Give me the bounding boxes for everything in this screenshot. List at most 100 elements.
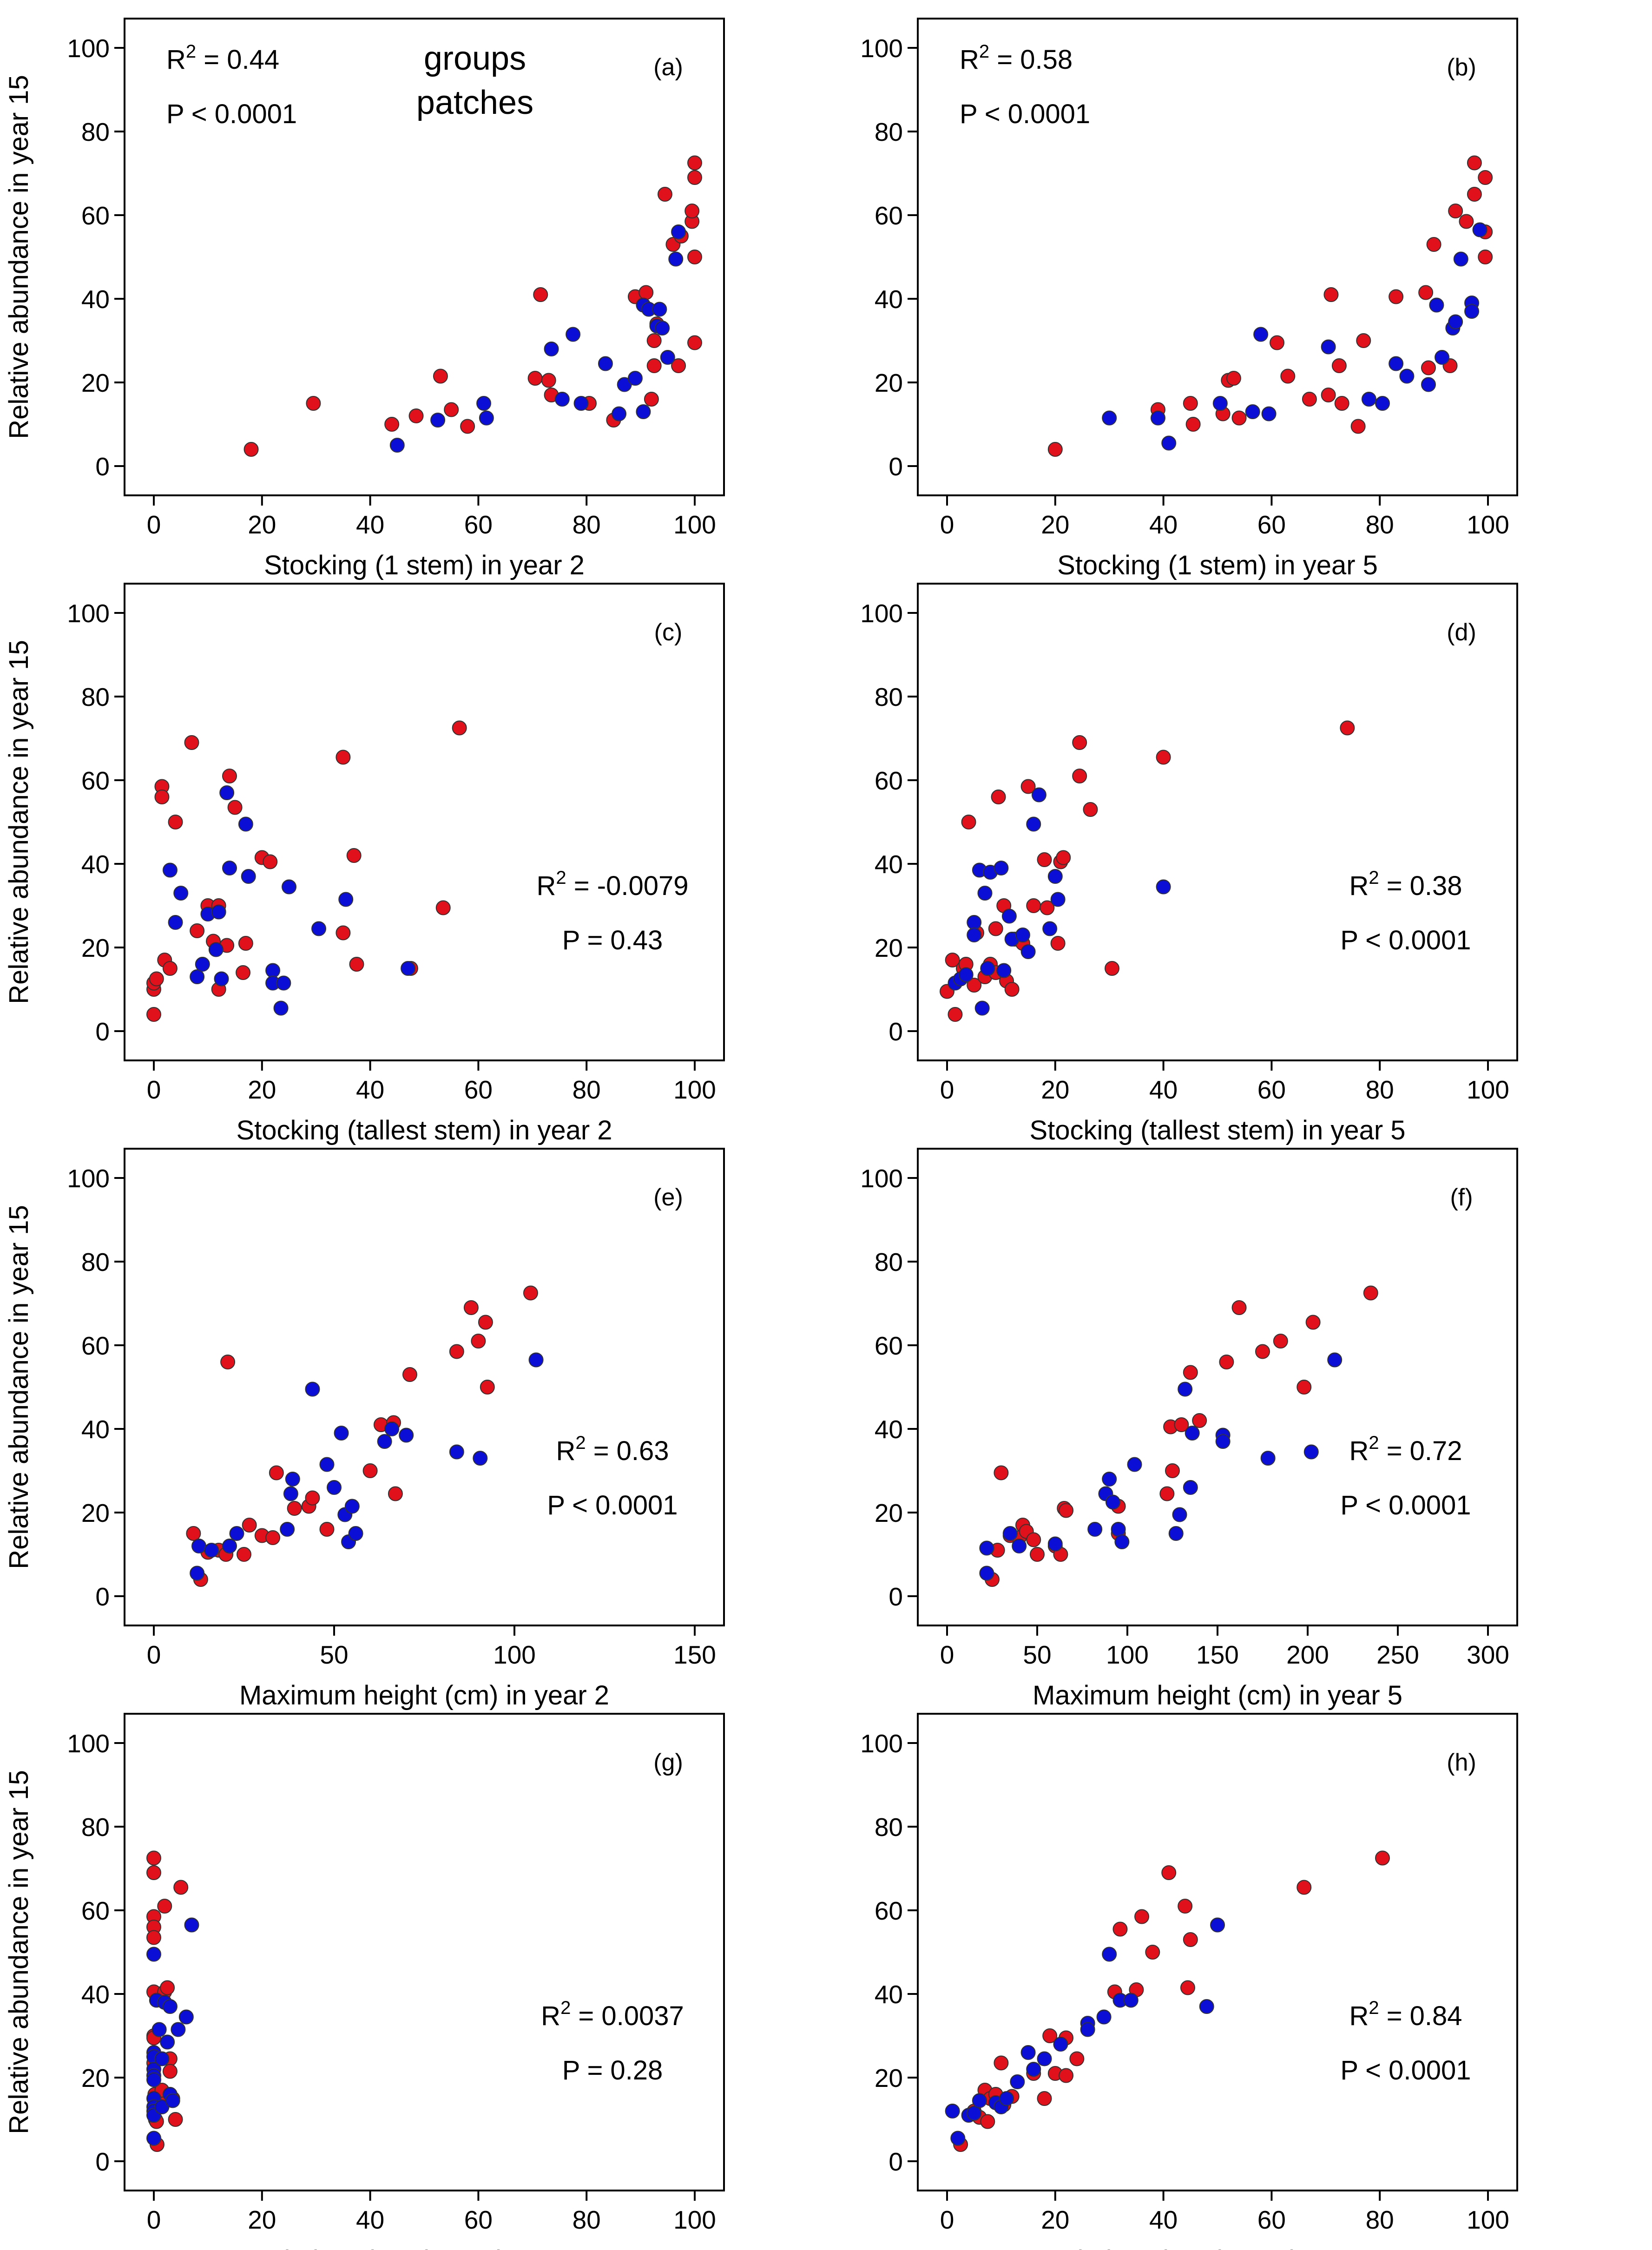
data-point-groups bbox=[1231, 410, 1247, 426]
data-point-groups bbox=[173, 1880, 189, 1895]
data-point-groups bbox=[1072, 769, 1087, 783]
x-tick-label: 40 bbox=[1149, 2205, 1178, 2234]
r-squared-label: R2 = 0.44 bbox=[166, 41, 279, 75]
data-point-groups bbox=[263, 854, 278, 869]
p-value-label: P < 0.0001 bbox=[547, 1490, 678, 1520]
data-point-groups bbox=[1040, 900, 1055, 915]
data-point-groups bbox=[1231, 1300, 1247, 1315]
x-tick-label: 100 bbox=[1106, 1640, 1149, 1669]
data-point-groups bbox=[1448, 204, 1463, 218]
data-point-groups bbox=[146, 1865, 161, 1880]
data-point-patches bbox=[1199, 1999, 1214, 2014]
data-point-groups bbox=[237, 1547, 251, 1562]
data-point-patches bbox=[1178, 1382, 1193, 1397]
legend-groups: groups bbox=[424, 40, 526, 77]
data-point-patches bbox=[238, 816, 253, 832]
data-point-patches bbox=[977, 886, 993, 901]
data-point-patches bbox=[146, 2072, 161, 2087]
data-point-groups bbox=[646, 358, 662, 373]
data-point-patches bbox=[1127, 1457, 1142, 1472]
data-point-patches bbox=[241, 869, 256, 884]
legend-patches: patches bbox=[416, 84, 533, 121]
data-point-groups bbox=[1112, 1921, 1128, 1937]
y-tick-label: 60 bbox=[875, 1896, 903, 1925]
x-axis-label: Relative abundance in year 5 bbox=[1043, 2245, 1392, 2250]
data-point-patches bbox=[1001, 908, 1017, 924]
x-tick-label: 50 bbox=[1023, 1640, 1051, 1669]
x-axis-label: Maximum height (cm) in year 5 bbox=[1033, 1680, 1402, 1711]
x-axis-label: Stocking (tallest stem) in year 2 bbox=[236, 1115, 612, 1145]
data-point-patches bbox=[1472, 222, 1487, 237]
x-tick-label: 20 bbox=[1041, 2205, 1069, 2234]
data-point-groups bbox=[168, 2112, 183, 2127]
data-point-groups bbox=[244, 442, 259, 457]
y-tick-label: 60 bbox=[81, 766, 110, 795]
data-point-groups bbox=[671, 358, 686, 373]
data-point-patches bbox=[327, 1480, 342, 1495]
data-point-patches bbox=[211, 904, 226, 920]
data-point-patches bbox=[566, 327, 581, 342]
data-point-groups bbox=[1174, 1417, 1189, 1432]
p-value-label: P < 0.0001 bbox=[1340, 2055, 1471, 2086]
data-point-groups bbox=[1069, 2051, 1085, 2066]
y-tick-label: 60 bbox=[875, 201, 903, 230]
data-point-patches bbox=[554, 392, 570, 407]
data-point-patches bbox=[1102, 1472, 1117, 1487]
data-point-patches bbox=[1111, 1522, 1126, 1537]
x-tick-label: 100 bbox=[1467, 2205, 1509, 2234]
data-point-groups bbox=[287, 1501, 302, 1516]
data-point-patches bbox=[348, 1526, 363, 1541]
data-point-patches bbox=[1172, 1507, 1187, 1522]
y-tick-label: 20 bbox=[81, 2064, 110, 2092]
data-point-groups bbox=[146, 1007, 161, 1022]
data-point-patches bbox=[319, 1457, 335, 1472]
data-point-patches bbox=[1156, 879, 1171, 895]
data-point-groups bbox=[452, 720, 467, 736]
data-point-groups bbox=[1159, 1486, 1175, 1501]
data-point-groups bbox=[638, 285, 654, 300]
y-tick-label: 20 bbox=[81, 368, 110, 397]
data-point-patches bbox=[476, 396, 492, 411]
data-point-groups bbox=[1255, 1344, 1270, 1359]
data-point-groups bbox=[687, 170, 702, 185]
data-point-patches bbox=[1102, 410, 1117, 426]
data-point-patches bbox=[229, 1526, 244, 1541]
x-tick-label: 20 bbox=[248, 1075, 276, 1104]
data-point-patches bbox=[636, 404, 651, 419]
data-point-groups bbox=[988, 921, 1003, 936]
data-point-patches bbox=[1096, 2009, 1112, 2025]
panel-label: (f) bbox=[1450, 1184, 1473, 1211]
p-value-label: P < 0.0001 bbox=[166, 99, 297, 129]
y-tick-label: 40 bbox=[875, 850, 903, 879]
data-point-groups bbox=[388, 1486, 403, 1501]
data-point-groups bbox=[1037, 2091, 1052, 2106]
x-axis-label: Maximum height (cm) in year 2 bbox=[239, 1680, 609, 1711]
data-point-groups bbox=[1363, 1285, 1378, 1301]
data-point-patches bbox=[1260, 1451, 1276, 1466]
x-tick-label: 100 bbox=[1467, 1075, 1509, 1104]
data-point-patches bbox=[214, 971, 229, 987]
chart-panel-h: 0 20 40 60 80 100 0 20 40 60 80 100 Relative abundan… bbox=[860, 1713, 1518, 2250]
data-point-patches bbox=[1010, 2074, 1025, 2089]
y-tick-label: 0 bbox=[889, 1017, 903, 1046]
data-point-patches bbox=[1102, 1947, 1117, 1962]
data-point-patches bbox=[994, 861, 1009, 875]
x-tick-label: 80 bbox=[1366, 510, 1394, 539]
data-point-groups bbox=[1050, 936, 1066, 951]
data-point-patches bbox=[979, 1566, 994, 1581]
x-tick-label: 80 bbox=[573, 1075, 601, 1104]
x-tick-label: 0 bbox=[147, 1640, 161, 1669]
data-point-patches bbox=[996, 963, 1012, 978]
data-point-groups bbox=[1072, 735, 1087, 750]
r-squared-label: R2 = 0.63 bbox=[556, 1433, 669, 1466]
data-point-patches bbox=[338, 892, 354, 907]
data-point-groups bbox=[162, 2064, 178, 2079]
panel-label: (c) bbox=[654, 619, 683, 646]
data-point-groups bbox=[168, 815, 183, 829]
data-point-groups bbox=[1467, 187, 1482, 202]
data-point-patches bbox=[311, 921, 327, 936]
data-point-groups bbox=[1056, 850, 1071, 865]
y-tick-label: 80 bbox=[875, 683, 903, 711]
data-point-groups bbox=[1478, 170, 1493, 185]
data-point-patches bbox=[1042, 921, 1058, 936]
